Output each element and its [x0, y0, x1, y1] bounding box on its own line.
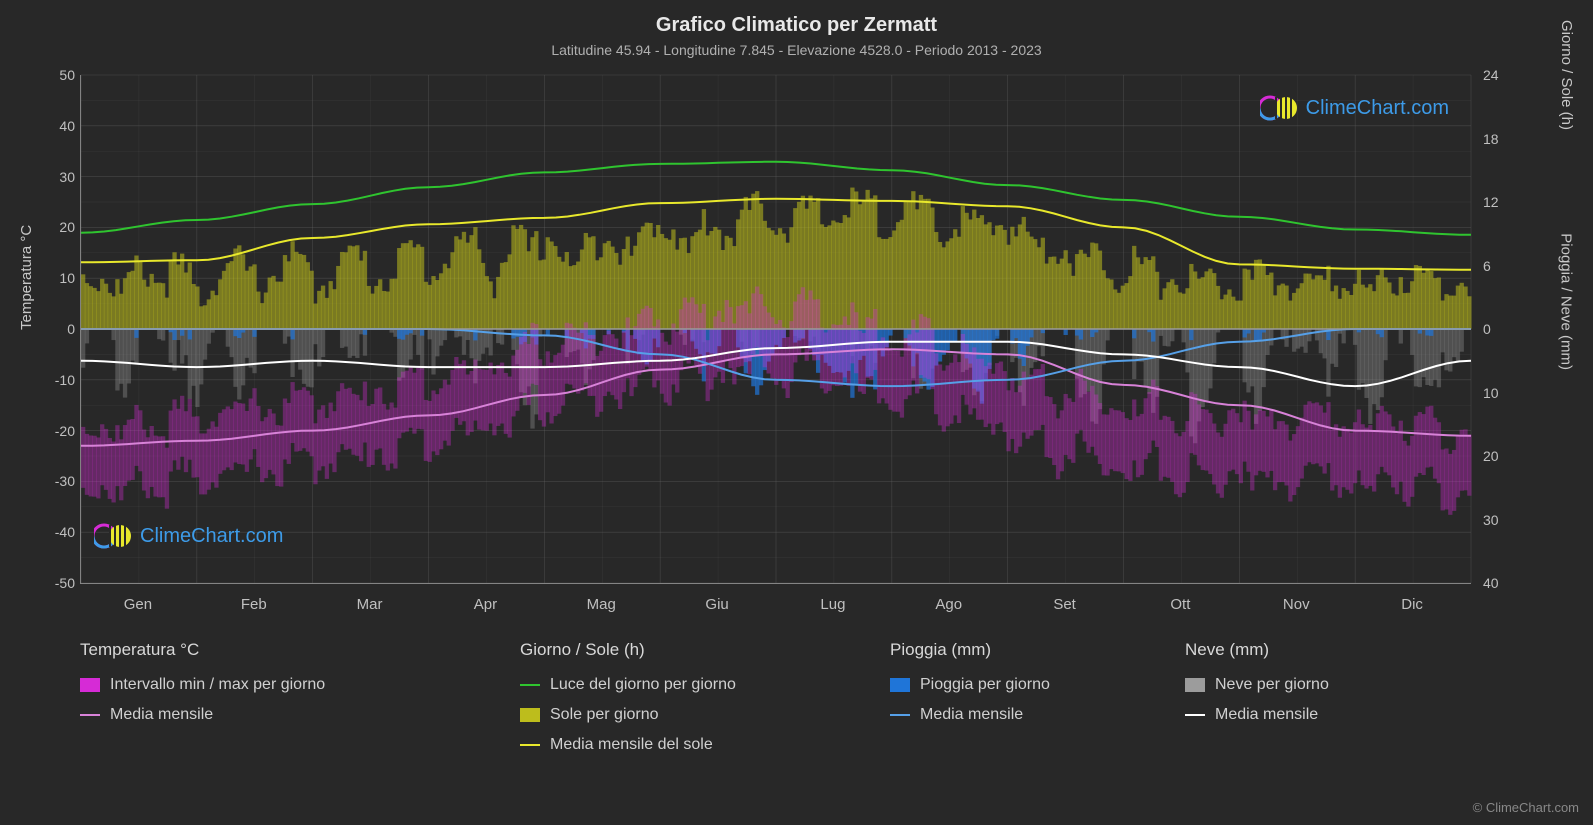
copyright: © ClimeChart.com	[1473, 800, 1579, 815]
legend-item: Media mensile	[80, 706, 520, 724]
tick-x: Ott	[1150, 596, 1210, 613]
legend-item: Media mensile	[1185, 706, 1485, 724]
tick-right: 10	[1483, 385, 1513, 401]
legend-col-snow: Neve (mm) Neve per giorno Media mensile	[1185, 640, 1485, 754]
legend-label: Media mensile	[1215, 706, 1318, 724]
tick-left: -20	[40, 423, 75, 439]
tick-left: 20	[40, 219, 75, 235]
legend-item: Media mensile del sole	[520, 736, 890, 754]
tick-right: 0	[1483, 321, 1513, 337]
legend-label: Pioggia per giorno	[920, 676, 1050, 694]
tick-left: -10	[40, 372, 75, 388]
swatch-icon	[520, 684, 540, 686]
tick-x: Feb	[224, 596, 284, 613]
legend-label: Sole per giorno	[550, 706, 659, 724]
chart-title: Grafico Climatico per Zermatt	[0, 14, 1593, 37]
legend-label: Media mensile	[920, 706, 1023, 724]
swatch-icon	[890, 678, 910, 692]
tick-left: -30	[40, 473, 75, 489]
watermark-top: ClimeChart.com	[1260, 94, 1449, 122]
tick-x: Lug	[803, 596, 863, 613]
tick-x: Mar	[340, 596, 400, 613]
tick-left: -50	[40, 575, 75, 591]
tick-x: Nov	[1266, 596, 1326, 613]
tick-right: 18	[1483, 131, 1513, 147]
legend-head: Temperatura °C	[80, 640, 520, 660]
legend: Temperatura °C Intervallo min / max per …	[80, 640, 1510, 754]
tick-left: 40	[40, 118, 75, 134]
plot-svg	[81, 75, 1471, 583]
swatch-icon	[520, 744, 540, 746]
legend-item: Pioggia per giorno	[890, 676, 1185, 694]
legend-col-temp: Temperatura °C Intervallo min / max per …	[80, 640, 520, 754]
tick-left: 10	[40, 270, 75, 286]
legend-item: Luce del giorno per giorno	[520, 676, 890, 694]
tick-x: Ago	[919, 596, 979, 613]
legend-label: Luce del giorno per giorno	[550, 676, 736, 694]
watermark-bottom: ClimeChart.com	[94, 522, 283, 550]
chart-container: Grafico Climatico per Zermatt Latitudine…	[0, 0, 1593, 825]
logo-icon	[1260, 94, 1300, 122]
tick-right: 6	[1483, 258, 1513, 274]
tick-left: 50	[40, 67, 75, 83]
legend-head: Pioggia (mm)	[890, 640, 1185, 660]
tick-x: Dic	[1382, 596, 1442, 613]
brand-name: ClimeChart.com	[1306, 97, 1449, 120]
legend-label: Media mensile del sole	[550, 736, 713, 754]
swatch-icon	[890, 714, 910, 716]
tick-right: 30	[1483, 512, 1513, 528]
plot-area	[80, 75, 1471, 584]
y-axis-right-bottom-label: Pioggia / Neve (mm)	[1558, 233, 1575, 370]
swatch-icon	[1185, 714, 1205, 716]
legend-col-rain: Pioggia (mm) Pioggia per giorno Media me…	[890, 640, 1185, 754]
tick-left: -40	[40, 524, 75, 540]
tick-x: Set	[1035, 596, 1095, 613]
tick-x: Apr	[455, 596, 515, 613]
brand-name: ClimeChart.com	[140, 525, 283, 548]
legend-label: Intervallo min / max per giorno	[110, 676, 325, 694]
legend-head: Neve (mm)	[1185, 640, 1485, 660]
swatch-icon	[80, 714, 100, 716]
logo-icon	[94, 522, 134, 550]
legend-label: Media mensile	[110, 706, 213, 724]
legend-head: Giorno / Sole (h)	[520, 640, 890, 660]
tick-right: 24	[1483, 67, 1513, 83]
tick-x: Gen	[108, 596, 168, 613]
tick-right: 12	[1483, 194, 1513, 210]
tick-x: Mag	[571, 596, 631, 613]
tick-x: Giu	[687, 596, 747, 613]
legend-item: Sole per giorno	[520, 706, 890, 724]
tick-right: 20	[1483, 448, 1513, 464]
swatch-icon	[80, 678, 100, 692]
tick-right: 40	[1483, 575, 1513, 591]
legend-label: Neve per giorno	[1215, 676, 1329, 694]
chart-subtitle: Latitudine 45.94 - Longitudine 7.845 - E…	[0, 42, 1593, 58]
legend-item: Media mensile	[890, 706, 1185, 724]
tick-left: 30	[40, 169, 75, 185]
tick-left: 0	[40, 321, 75, 337]
swatch-icon	[1185, 678, 1205, 692]
swatch-icon	[520, 708, 540, 722]
legend-item: Intervallo min / max per giorno	[80, 676, 520, 694]
legend-item: Neve per giorno	[1185, 676, 1485, 694]
y-axis-left-label: Temperatura °C	[18, 225, 35, 330]
y-axis-right-top-label: Giorno / Sole (h)	[1558, 20, 1575, 130]
legend-col-day: Giorno / Sole (h) Luce del giorno per gi…	[520, 640, 890, 754]
